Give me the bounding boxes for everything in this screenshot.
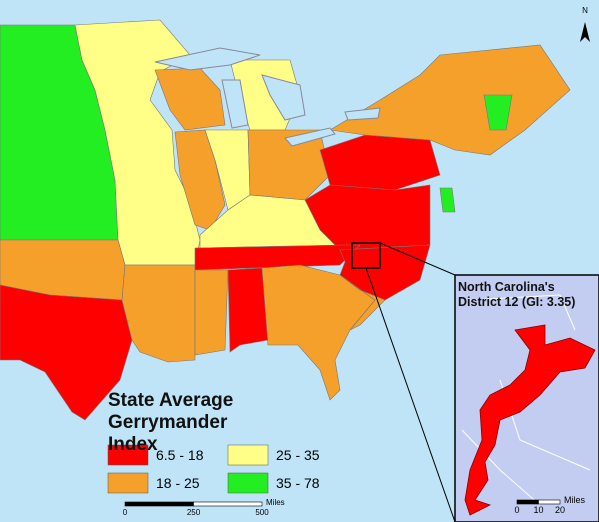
legend-label: 35 - 78 bbox=[276, 475, 320, 491]
states bbox=[0, 19, 571, 421]
legend: 6.5 - 18 18 - 25 25 - 35 35 - 78 bbox=[107, 444, 320, 494]
alabama bbox=[227, 267, 269, 353]
tennessee bbox=[194, 244, 361, 271]
inset bbox=[454, 274, 599, 522]
north-arrow: N bbox=[580, 6, 590, 42]
north-label: N bbox=[582, 6, 588, 15]
district-lines bbox=[461, 294, 591, 506]
scale-segment bbox=[538, 499, 561, 505]
ohio bbox=[247, 129, 331, 201]
scale-segment bbox=[516, 499, 539, 505]
leader-line bbox=[379, 242, 456, 276]
arrow bbox=[580, 22, 590, 42]
legend-swatch bbox=[227, 444, 269, 466]
legend-label: 6.5 - 18 bbox=[156, 447, 204, 463]
lake-michigan bbox=[221, 79, 249, 129]
south-carolina bbox=[339, 274, 386, 331]
georgia-florida bbox=[261, 264, 376, 401]
lake-superior bbox=[154, 47, 261, 71]
scale-segment bbox=[124, 501, 194, 507]
pennsylvania bbox=[319, 134, 441, 191]
new-york-new-england bbox=[329, 44, 571, 156]
scale-label: 0 bbox=[123, 508, 128, 517]
lake-ontario bbox=[344, 107, 381, 121]
scale-label: 500 bbox=[255, 508, 269, 517]
inset-title: North Carolina's District 12 (GI: 3.35) bbox=[458, 280, 576, 309]
leader-line bbox=[365, 267, 456, 522]
virginia bbox=[304, 184, 431, 251]
scale-segment bbox=[193, 501, 263, 507]
vermont bbox=[483, 94, 513, 131]
scale-unit: Miles bbox=[564, 495, 586, 505]
legend-label: 18 - 25 bbox=[156, 475, 200, 491]
arkansas-louisiana bbox=[121, 264, 196, 363]
legend-title: State Average Gerrymander Index bbox=[108, 390, 234, 455]
scale-label: 0 bbox=[514, 505, 519, 515]
legend-swatch bbox=[107, 444, 149, 466]
lake-huron bbox=[261, 74, 306, 121]
scale-label: 20 bbox=[555, 505, 565, 515]
legend-swatch bbox=[227, 472, 269, 494]
mississippi bbox=[194, 269, 229, 356]
scale-label: 250 bbox=[187, 508, 201, 517]
delaware bbox=[439, 187, 456, 213]
district-12 bbox=[464, 324, 596, 516]
legend-label: 25 - 35 bbox=[276, 447, 320, 463]
lakes bbox=[154, 47, 381, 147]
scale-label: 10 bbox=[533, 505, 543, 515]
legend-swatch bbox=[107, 472, 149, 494]
lake-erie bbox=[284, 127, 336, 147]
texas bbox=[0, 284, 133, 421]
scale-unit: Miles bbox=[266, 498, 285, 507]
